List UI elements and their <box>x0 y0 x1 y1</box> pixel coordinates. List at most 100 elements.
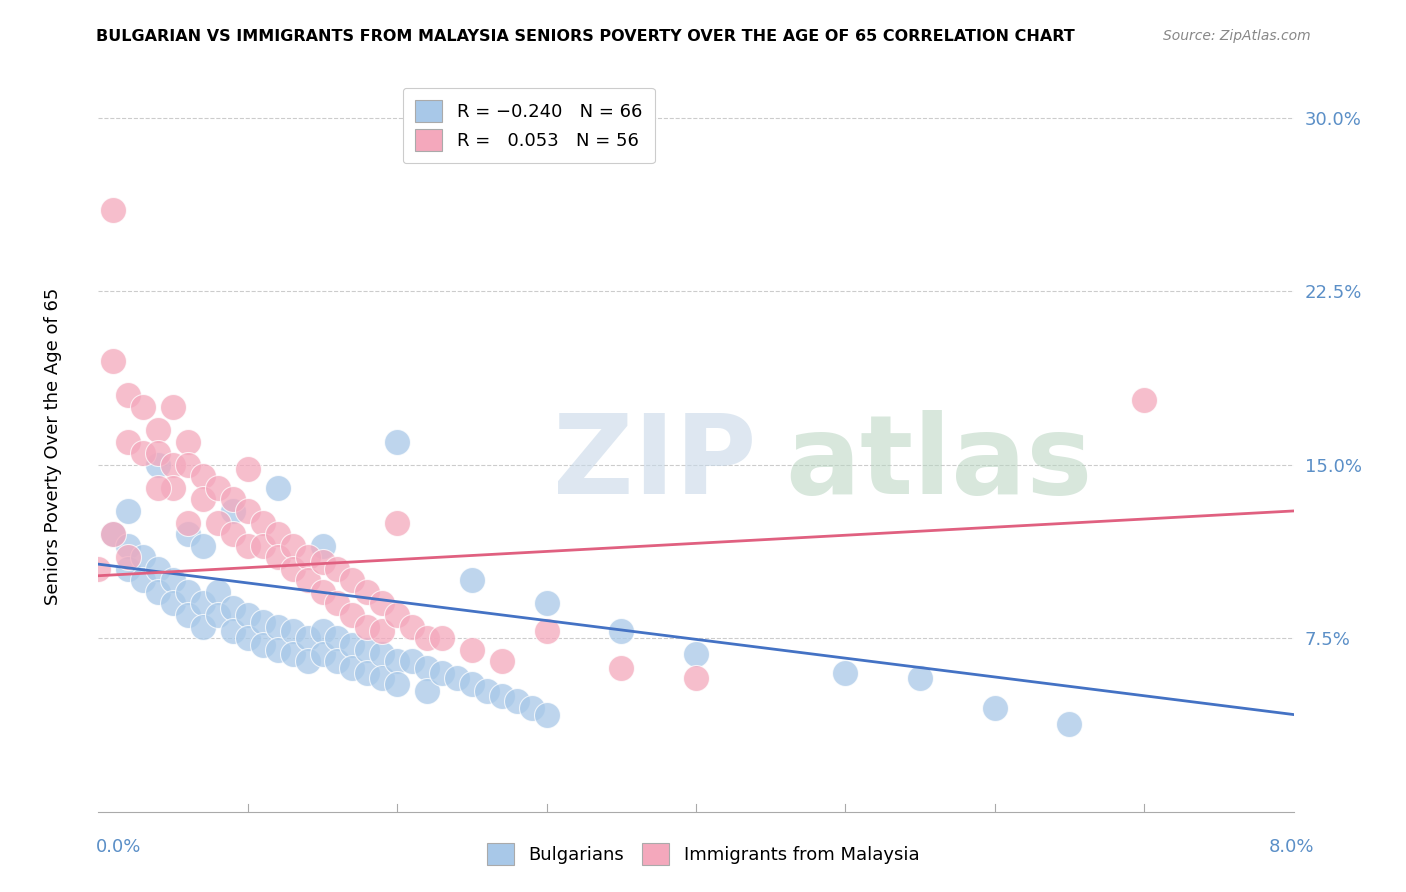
Point <box>610 624 633 639</box>
Point <box>252 539 274 553</box>
Point <box>267 642 290 657</box>
Point <box>461 642 484 657</box>
Point <box>536 597 558 611</box>
Point <box>446 671 468 685</box>
Point <box>177 527 200 541</box>
Point <box>103 203 125 218</box>
Point <box>326 654 349 668</box>
Point <box>685 671 707 685</box>
Point <box>342 638 364 652</box>
Point <box>132 550 155 565</box>
Point <box>385 654 409 668</box>
Point <box>222 624 245 639</box>
Text: ZIP: ZIP <box>553 410 756 517</box>
Point <box>371 648 394 662</box>
Point <box>148 458 170 472</box>
Point <box>311 624 333 639</box>
Point <box>475 684 498 698</box>
Point <box>430 665 453 680</box>
Point <box>491 689 513 703</box>
Point <box>536 707 558 722</box>
Point <box>1059 716 1081 731</box>
Point <box>342 608 364 623</box>
Point <box>610 661 633 675</box>
Point <box>148 562 170 576</box>
Point <box>236 631 259 645</box>
Point <box>356 665 378 680</box>
Text: atlas: atlas <box>786 410 1092 517</box>
Point <box>356 585 378 599</box>
Point <box>267 550 290 565</box>
Point <box>207 608 229 623</box>
Point <box>191 469 214 483</box>
Point <box>236 504 259 518</box>
Point <box>385 516 409 530</box>
Point <box>236 462 259 476</box>
Point <box>416 684 439 698</box>
Point <box>281 562 304 576</box>
Point <box>385 677 409 691</box>
Point <box>222 601 245 615</box>
Point <box>103 527 125 541</box>
Point <box>267 619 290 633</box>
Legend: Bulgarians, Immigrants from Malaysia: Bulgarians, Immigrants from Malaysia <box>478 834 928 874</box>
Point <box>401 654 423 668</box>
Point <box>177 516 200 530</box>
Point <box>908 671 931 685</box>
Point <box>311 585 333 599</box>
Point <box>834 665 856 680</box>
Point <box>103 527 125 541</box>
Point <box>177 585 200 599</box>
Point <box>326 562 349 576</box>
Point <box>267 481 290 495</box>
Point <box>356 642 378 657</box>
Point <box>252 516 274 530</box>
Point <box>132 574 155 588</box>
Point <box>207 516 229 530</box>
Point <box>191 539 214 553</box>
Point <box>520 700 543 714</box>
Point <box>491 654 513 668</box>
Point <box>162 574 184 588</box>
Point <box>148 585 170 599</box>
Point <box>401 619 423 633</box>
Point <box>207 481 229 495</box>
Point <box>281 648 304 662</box>
Point <box>311 555 333 569</box>
Text: Source: ZipAtlas.com: Source: ZipAtlas.com <box>1163 29 1310 43</box>
Text: 8.0%: 8.0% <box>1270 838 1315 855</box>
Point <box>416 661 439 675</box>
Point <box>117 539 139 553</box>
Text: Seniors Poverty Over the Age of 65: Seniors Poverty Over the Age of 65 <box>45 287 62 605</box>
Point <box>103 353 125 368</box>
Point <box>117 504 139 518</box>
Text: BULGARIAN VS IMMIGRANTS FROM MALAYSIA SENIORS POVERTY OVER THE AGE OF 65 CORRELA: BULGARIAN VS IMMIGRANTS FROM MALAYSIA SE… <box>96 29 1074 44</box>
Point <box>132 446 155 460</box>
Point <box>252 615 274 629</box>
Point <box>430 631 453 645</box>
Point <box>177 434 200 449</box>
Point <box>117 388 139 402</box>
Point <box>148 423 170 437</box>
Point <box>177 608 200 623</box>
Point <box>281 539 304 553</box>
Point <box>281 624 304 639</box>
Point <box>148 446 170 460</box>
Point <box>326 597 349 611</box>
Point <box>461 574 484 588</box>
Point <box>536 624 558 639</box>
Point <box>311 648 333 662</box>
Point <box>297 574 319 588</box>
Point <box>162 481 184 495</box>
Point <box>132 400 155 414</box>
Point <box>222 527 245 541</box>
Point <box>191 619 214 633</box>
Point <box>87 562 110 576</box>
Point <box>117 562 139 576</box>
Point <box>371 671 394 685</box>
Point <box>297 631 319 645</box>
Point <box>371 597 394 611</box>
Point <box>356 619 378 633</box>
Point <box>177 458 200 472</box>
Point <box>416 631 439 645</box>
